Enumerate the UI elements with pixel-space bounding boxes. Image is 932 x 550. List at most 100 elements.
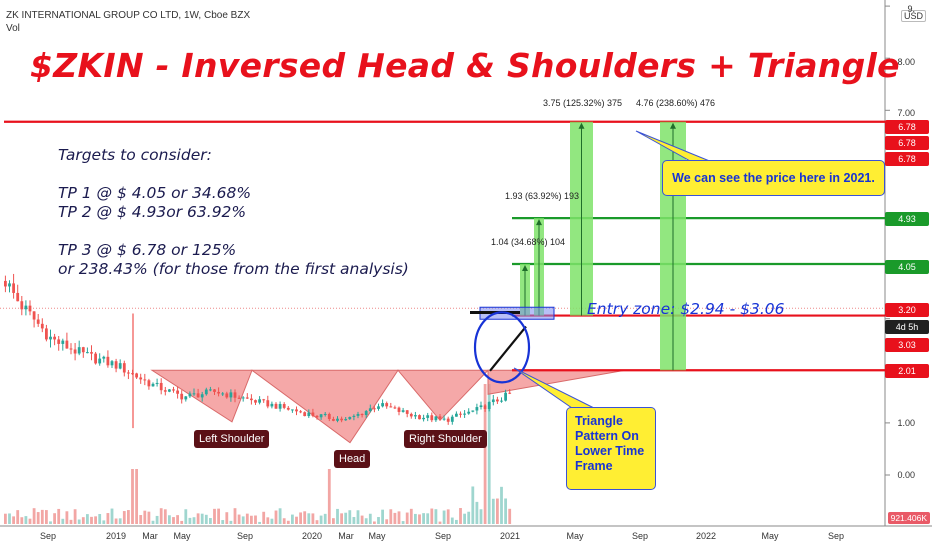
candle-body xyxy=(475,407,479,411)
candle-body xyxy=(286,407,290,410)
volume-bar xyxy=(258,521,261,524)
candle-body xyxy=(122,363,126,373)
candle-body xyxy=(344,419,348,421)
y-tick-label: 1.00 xyxy=(897,418,915,428)
candle-body xyxy=(393,407,397,409)
candle-body xyxy=(209,389,212,391)
candle-body xyxy=(496,399,499,402)
candle-body xyxy=(307,412,311,417)
volume-bar xyxy=(422,513,425,524)
volume-bar xyxy=(147,511,151,524)
volume-bar xyxy=(36,512,40,524)
x-tick-label: Sep xyxy=(236,531,254,541)
candle-body xyxy=(204,389,208,395)
head-label: Head xyxy=(334,450,371,468)
volume-bar xyxy=(86,514,89,524)
x-tick-label: Mar xyxy=(338,531,354,541)
currency-label[interactable]: USD xyxy=(901,10,927,22)
volume-bar xyxy=(241,516,245,524)
candle-body xyxy=(159,382,163,391)
volume-bar xyxy=(500,486,503,524)
candle-body xyxy=(483,405,487,409)
candle-body xyxy=(368,408,372,412)
candle-body xyxy=(20,301,24,310)
candle-body xyxy=(114,361,118,369)
notes-heading: Targets to consider: xyxy=(58,146,212,164)
candle-body xyxy=(65,340,69,349)
candle-body xyxy=(12,283,15,293)
candle-body xyxy=(180,393,184,400)
x-tick-label: 2021 xyxy=(499,531,521,541)
candle-body xyxy=(463,413,466,415)
volume-bar xyxy=(94,516,97,524)
volume-bar xyxy=(229,520,233,524)
volume-bar xyxy=(360,515,364,524)
volume-bar xyxy=(213,508,216,524)
candle-body xyxy=(53,336,56,340)
volume-bar xyxy=(397,511,401,524)
candle-body xyxy=(409,413,413,417)
volume-bar xyxy=(434,509,438,524)
volume-bar xyxy=(217,508,220,524)
candle-body xyxy=(327,413,331,420)
candle-body xyxy=(397,407,401,412)
volume-bar xyxy=(364,518,368,524)
candle-body xyxy=(426,415,430,418)
volume-bar xyxy=(180,520,184,524)
candle-body xyxy=(237,397,241,399)
candle-body xyxy=(336,418,339,421)
candle-body xyxy=(233,392,237,398)
candle-body xyxy=(90,352,93,354)
volume-bar xyxy=(172,517,175,524)
price-label-4-05: 4.05 xyxy=(885,260,929,274)
volume-bar xyxy=(65,511,69,524)
x-tick-label: May xyxy=(173,531,191,541)
volume-bar xyxy=(385,519,389,524)
volume-bar xyxy=(122,511,126,524)
candle-body xyxy=(356,413,360,416)
volume-bar xyxy=(418,514,421,524)
volume-bar xyxy=(450,517,454,524)
volume-bar xyxy=(8,513,11,524)
candle-body xyxy=(418,415,421,420)
volume-bar xyxy=(389,509,393,524)
volume-bar xyxy=(77,519,81,524)
triangle-circle xyxy=(473,311,531,384)
volume-bar xyxy=(168,515,171,524)
volume-bar xyxy=(504,498,507,524)
volume-bar xyxy=(69,519,73,524)
candle-body xyxy=(467,411,471,414)
tp2-text: TP 2 @ $ 4.93or 63.92% xyxy=(58,203,247,221)
volume-bar xyxy=(200,513,204,524)
candle-body xyxy=(77,347,81,354)
volume-bar xyxy=(311,513,315,524)
x-tick-label: Sep xyxy=(434,531,452,541)
candle-body xyxy=(32,311,36,320)
volume-bar xyxy=(340,513,343,524)
volume-bar xyxy=(188,517,192,524)
candle-body xyxy=(364,411,368,416)
targets-notes: Targets to consider: TP 1 @ $ 4.05 or 34… xyxy=(58,146,409,279)
candle-body xyxy=(118,363,122,369)
candle-body xyxy=(459,413,462,415)
candle-body xyxy=(332,419,335,421)
volume-bar xyxy=(225,512,229,524)
left-shoulder-label: Left Shoulder xyxy=(194,430,270,448)
volume-bar xyxy=(131,469,134,524)
x-tick-label: May xyxy=(368,531,386,541)
symbol-line: ZK INTERNATIONAL GROUP CO LTD, 1W, Cboe … xyxy=(6,10,251,21)
price-label-6-78: 6.78 xyxy=(885,136,929,150)
volume-bar xyxy=(286,520,290,524)
candle-body xyxy=(8,283,11,287)
candle-body xyxy=(319,414,323,418)
tp3-extra-text: or 238.43% (for those from the first ana… xyxy=(58,260,409,278)
x-tick-label: Mar xyxy=(142,531,158,541)
candle-body xyxy=(401,410,405,412)
volume-bar xyxy=(303,511,307,524)
volume-bar xyxy=(483,384,487,524)
x-tick-label: 2020 xyxy=(301,531,323,541)
volume-bar xyxy=(61,518,65,524)
price-2021-callout: We can see the price here in 2021. xyxy=(662,160,885,196)
candle-body xyxy=(229,392,233,398)
candle-body xyxy=(282,404,286,408)
